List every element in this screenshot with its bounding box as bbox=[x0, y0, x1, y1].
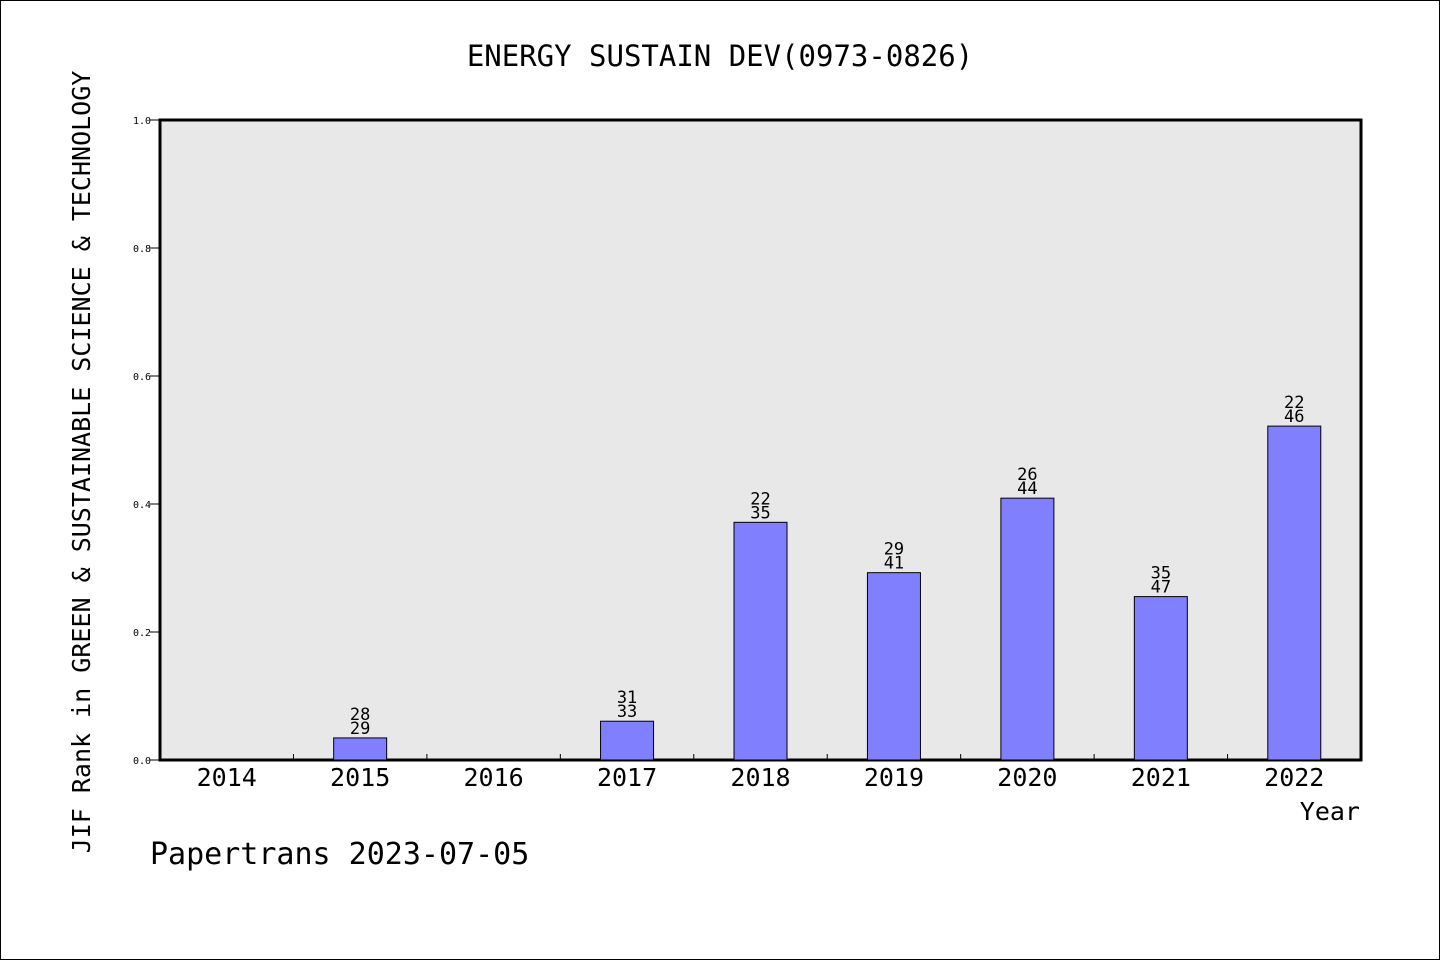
rank-label-2022: 22 bbox=[1284, 393, 1304, 413]
bar-2020 bbox=[1000, 497, 1055, 761]
x-tick-label-2018: 2018 bbox=[730, 763, 790, 792]
x-axis-label: Year bbox=[1300, 797, 1360, 826]
rank-label-2018: 22 bbox=[750, 489, 770, 509]
x-tick-label-2022: 2022 bbox=[1264, 763, 1324, 792]
rank-label-2017: 31 bbox=[617, 688, 637, 708]
rank-label-2020: 26 bbox=[1017, 465, 1037, 485]
x-tick-label-2015: 2015 bbox=[330, 763, 390, 792]
total-label-2019: 41 bbox=[884, 554, 904, 574]
chart-title: ENERGY SUSTAIN DEV(0973-0826) bbox=[467, 39, 973, 73]
total-label-2021: 47 bbox=[1151, 578, 1171, 598]
bar-2018 bbox=[733, 521, 788, 761]
x-axis: 2014 2015 2016 2017 2018 2019 2020 2021 2022 bbox=[197, 754, 1324, 792]
x-tick-label-2020: 2020 bbox=[997, 763, 1057, 792]
x-tick-label-2019: 2019 bbox=[864, 763, 924, 792]
y-tick-label: 0.8 bbox=[133, 244, 151, 255]
x-tick-label-2014: 2014 bbox=[197, 763, 257, 792]
bars-layer bbox=[333, 425, 1322, 761]
bar-2022 bbox=[1267, 425, 1322, 761]
x-tick-label-2021: 2021 bbox=[1131, 763, 1191, 792]
rank-label-2019: 29 bbox=[884, 540, 904, 560]
bar-2015 bbox=[333, 737, 388, 761]
y-tick-label: 1.0 bbox=[133, 116, 151, 127]
total-label-2020: 44 bbox=[1017, 479, 1037, 499]
y-tick-label: 0.0 bbox=[133, 756, 151, 767]
y-tick-label: 0.2 bbox=[133, 628, 151, 639]
bar-2019 bbox=[866, 572, 921, 761]
rank-label-2021: 35 bbox=[1151, 564, 1171, 584]
x-tick-label-2017: 2017 bbox=[597, 763, 657, 792]
total-label-2017: 33 bbox=[617, 702, 637, 722]
total-label-2015: 29 bbox=[350, 719, 370, 739]
y-tick-label: 0.6 bbox=[133, 372, 151, 383]
y-axis: 0.0 0.2 0.4 0.6 0.8 1.0 bbox=[133, 116, 160, 767]
footer-credit: Papertrans 2023-07-05 bbox=[150, 837, 529, 872]
y-tick-label: 0.4 bbox=[133, 500, 151, 511]
rank-label-2015: 28 bbox=[350, 705, 370, 725]
bar-2017 bbox=[600, 720, 655, 761]
y-axis-label: JIF Rank in GREEN & SUSTAINABLE SCIENCE … bbox=[67, 71, 96, 854]
total-label-2022: 46 bbox=[1284, 407, 1304, 427]
bar-2021 bbox=[1133, 596, 1188, 761]
x-tick-label-2016: 2016 bbox=[464, 763, 524, 792]
total-label-2018: 35 bbox=[750, 503, 770, 523]
